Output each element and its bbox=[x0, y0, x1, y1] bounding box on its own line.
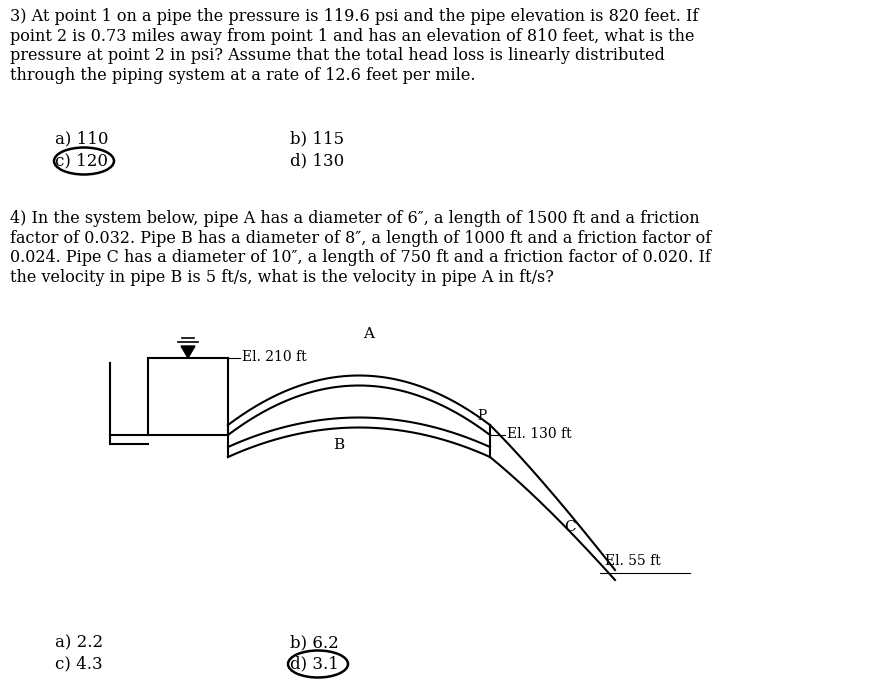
Text: c) 120: c) 120 bbox=[55, 152, 108, 169]
Text: C: C bbox=[563, 520, 575, 534]
Text: El. 130 ft: El. 130 ft bbox=[507, 427, 571, 441]
Polygon shape bbox=[181, 346, 195, 358]
Text: d) 130: d) 130 bbox=[289, 152, 344, 169]
Text: d) 3.1: d) 3.1 bbox=[289, 655, 339, 672]
Text: P: P bbox=[477, 409, 487, 423]
Text: b) 115: b) 115 bbox=[289, 130, 344, 147]
Text: c) 4.3: c) 4.3 bbox=[55, 655, 103, 672]
Text: a) 110: a) 110 bbox=[55, 130, 109, 147]
Text: A: A bbox=[363, 327, 374, 341]
Text: El. 55 ft: El. 55 ft bbox=[604, 554, 660, 568]
Text: B: B bbox=[333, 438, 344, 452]
Text: El. 210 ft: El. 210 ft bbox=[242, 350, 306, 364]
Text: a) 2.2: a) 2.2 bbox=[55, 634, 103, 651]
Text: 4) In the system below, pipe A has a diameter of 6″, a length of 1500 ft and a f: 4) In the system below, pipe A has a dia… bbox=[10, 210, 711, 286]
Text: b) 6.2: b) 6.2 bbox=[289, 634, 338, 651]
Text: 3) At point 1 on a pipe the pressure is 119.6 psi and the pipe elevation is 820 : 3) At point 1 on a pipe the pressure is … bbox=[10, 8, 698, 84]
